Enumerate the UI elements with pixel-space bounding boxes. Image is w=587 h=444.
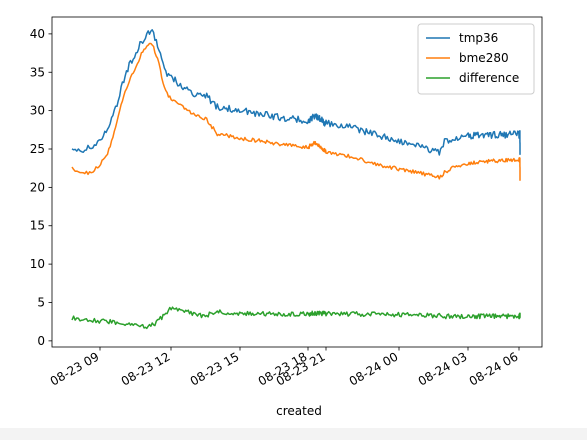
series-line-tmp36 bbox=[71, 29, 521, 156]
y-tick-label: 25 bbox=[30, 142, 45, 156]
plot-area bbox=[71, 29, 521, 330]
y-tick-label: 5 bbox=[37, 295, 45, 309]
legend-label-tmp36: tmp36 bbox=[459, 31, 498, 45]
y-tick-label: 30 bbox=[30, 104, 45, 118]
y-tick-label: 15 bbox=[30, 219, 45, 233]
y-tick-label: 40 bbox=[30, 27, 45, 41]
axes-frame bbox=[51, 16, 543, 348]
y-tick-label: 20 bbox=[30, 180, 45, 194]
legend: tmp36 bme280 difference bbox=[417, 23, 535, 95]
legend-label-bme280: bme280 bbox=[459, 51, 509, 65]
x-axis-label: created bbox=[276, 404, 322, 418]
legend-label-difference: difference bbox=[459, 71, 519, 85]
legend-box bbox=[417, 23, 535, 95]
series-line-difference bbox=[71, 306, 521, 330]
y-tick-label: 10 bbox=[30, 257, 45, 271]
bottom-strip bbox=[0, 428, 587, 440]
y-tick-label: 35 bbox=[30, 65, 45, 79]
y-tick-label: 0 bbox=[37, 334, 45, 348]
series-line-bme280 bbox=[71, 42, 521, 182]
